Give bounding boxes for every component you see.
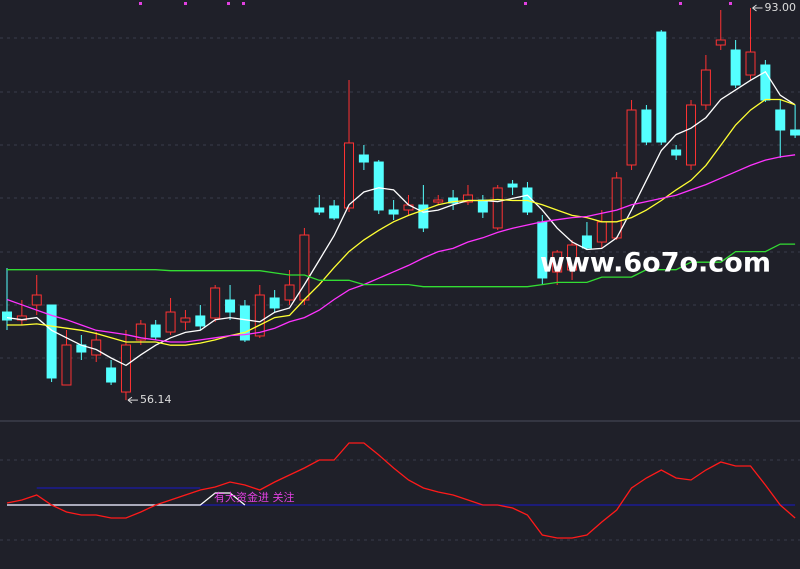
candle-body — [329, 205, 340, 219]
candle-body — [700, 69, 711, 106]
candle-body — [686, 104, 697, 166]
candle-body — [567, 244, 578, 271]
candle-body — [462, 194, 473, 203]
candle-body — [715, 39, 726, 46]
candle-body — [150, 324, 161, 338]
candle-body — [2, 311, 12, 321]
candle-body — [269, 297, 280, 309]
candle-body — [745, 51, 756, 76]
moving-average-line — [6, 70, 796, 367]
candle-body — [225, 299, 236, 313]
candle-body — [135, 323, 146, 341]
candle-body — [656, 31, 667, 143]
moving-average-line — [6, 154, 796, 343]
watermark: www.6o7o.com — [540, 248, 771, 279]
candle-body — [730, 49, 741, 86]
indicator-line — [6, 442, 796, 539]
candle-body — [596, 221, 607, 243]
candle-body — [344, 142, 355, 209]
candle-body — [373, 161, 384, 211]
candle-body — [120, 344, 131, 393]
candle-body — [433, 199, 444, 203]
indicator-panel: 有大资金进 关注 — [6, 442, 796, 539]
moving-average-line — [7, 98, 796, 346]
candle-body — [195, 315, 206, 327]
candle-body — [165, 311, 176, 333]
candle-body — [314, 207, 325, 213]
candle-body — [477, 199, 488, 213]
candle-body — [611, 177, 622, 239]
top-dots — [139, 2, 732, 5]
candle-body — [492, 187, 503, 229]
candle-body — [775, 109, 786, 131]
moving-average-line — [7, 243, 796, 288]
annotation-label: 93.00 — [765, 1, 797, 14]
candle-body — [239, 305, 250, 341]
candle-body — [760, 64, 771, 101]
price-panel: 93.00 56.14 — [2, 1, 800, 406]
candle-body — [358, 154, 369, 163]
candle-body — [790, 129, 800, 136]
candle-body — [641, 109, 652, 143]
candle-body — [180, 317, 191, 323]
candle-body — [671, 149, 682, 156]
candle-body — [46, 304, 57, 379]
annotation-arrowhead — [752, 4, 757, 12]
indicator-annotation: 有大资金进 关注 — [214, 490, 295, 504]
candle-body — [210, 287, 221, 319]
candle-body — [507, 183, 518, 188]
candle-body — [626, 109, 637, 166]
candle-body — [388, 209, 399, 215]
candle-body — [418, 204, 429, 229]
candle-body — [61, 344, 72, 386]
candle-body — [106, 367, 117, 383]
decor — [0, 2, 800, 541]
candle-body — [448, 197, 459, 204]
indicator-line — [7, 492, 246, 506]
annotation-arrowhead — [127, 396, 133, 404]
annotation-label: 56.14 — [140, 393, 172, 406]
candle-body — [284, 284, 295, 301]
candle-body — [552, 251, 563, 273]
candle-body — [31, 294, 42, 306]
candle-body — [91, 339, 102, 356]
candle-body — [254, 294, 265, 337]
candle-body — [581, 235, 592, 249]
